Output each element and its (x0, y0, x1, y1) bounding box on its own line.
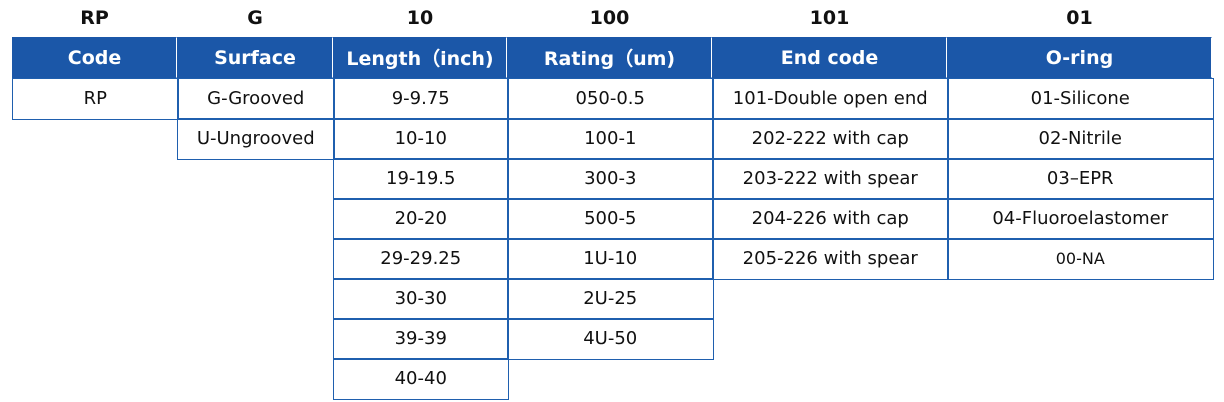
table-cell: 03–EPR (947, 158, 1214, 200)
column-header: Code (12, 37, 177, 78)
table-cell: 205-226 with spear (712, 238, 949, 280)
code-label: 101 (809, 7, 850, 29)
table-cell: 40-40 (333, 358, 509, 400)
table-cell: 050-0.5 (507, 78, 714, 120)
table-cell: RP (12, 78, 179, 120)
table-cell: 20-20 (333, 198, 509, 240)
table-cell: 204-226 with cap (712, 198, 949, 240)
table-cell: 203-222 with spear (712, 158, 949, 200)
table-cell: 2U-25 (507, 278, 714, 320)
column-header: O-ring (947, 37, 1212, 78)
column-header: Rating（um) (507, 37, 712, 78)
table-cell: G-Grooved (177, 78, 335, 120)
table-cell: 00-NA (947, 238, 1214, 280)
table-cell: 9-9.75 (333, 78, 509, 120)
column-header: Length（inch) (333, 37, 507, 78)
table-cell: 19-19.5 (333, 158, 509, 200)
column-header: Surface (177, 37, 333, 78)
code-label: 100 (589, 7, 630, 29)
table-cell: 10-10 (333, 118, 509, 160)
table-cell: U-Ungrooved (177, 118, 335, 160)
table-cell: 02-Nitrile (947, 118, 1214, 160)
table-cell: 300-3 (507, 158, 714, 200)
table-cell: 500-5 (507, 198, 714, 240)
table-cell: 101-Double open end (712, 78, 949, 120)
column-header: End code (712, 37, 947, 78)
table-cell: 39-39 (333, 318, 509, 360)
table-cell: 30-30 (333, 278, 509, 320)
code-label: RP (80, 7, 109, 29)
table-cell: 202-222 with cap (712, 118, 949, 160)
code-label: 10 (406, 7, 434, 29)
table-cell: 4U-50 (507, 318, 714, 360)
table-cell: 01-Silicone (947, 78, 1214, 120)
code-label: G (247, 7, 263, 29)
code-label: 01 (1066, 7, 1093, 29)
table-cell: 29-29.25 (333, 238, 509, 280)
table-cell: 1U-10 (507, 238, 714, 280)
table-cell: 04-Fluoroelastomer (947, 198, 1214, 240)
table-cell: 100-1 (507, 118, 714, 160)
